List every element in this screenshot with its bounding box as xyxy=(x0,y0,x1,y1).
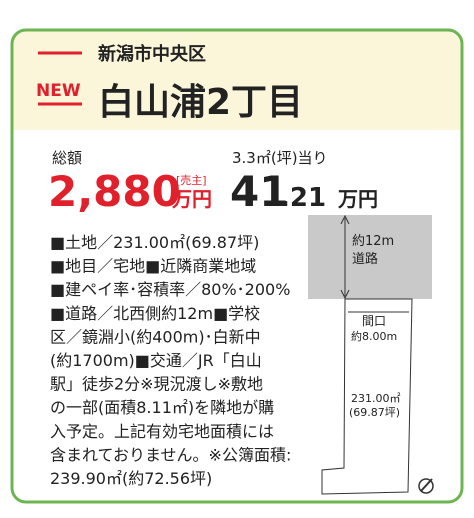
road xyxy=(308,215,432,299)
plot-area-tsubo: (69.87坪) xyxy=(349,406,400,419)
road-width: 約12m xyxy=(352,234,394,249)
arrow-heads xyxy=(340,214,350,300)
compass xyxy=(418,478,434,494)
compass-needle xyxy=(420,478,433,492)
description-line: 駅」徒歩2分※現況渡し※敷地 xyxy=(50,375,263,394)
road-label: 道路 xyxy=(352,251,378,267)
description-line: ■道路／北西側約12m■学校 xyxy=(50,304,260,323)
description-line: 入予定。上記有効宅地面積には xyxy=(50,422,274,441)
per-price-decimal: .21 xyxy=(280,183,326,213)
per-price: 41 xyxy=(230,167,288,216)
header-bg xyxy=(12,30,462,130)
total-price: 2,880 xyxy=(48,167,181,216)
description-line: ■土地／231.00㎡(69.87坪) xyxy=(50,233,259,252)
new-badge: NEW xyxy=(36,81,81,101)
seller-tag: [売主] xyxy=(176,174,207,187)
plot xyxy=(321,298,413,495)
title: 白山浦2丁目 xyxy=(98,82,303,123)
frontage-label: 間口 xyxy=(362,314,386,328)
description-line: 239.90㎡(約72.56坪) xyxy=(50,469,212,488)
description-line: ■建ペイ率･容積率／80%･200% xyxy=(50,280,290,299)
area-name: 新潟市中央区 xyxy=(98,43,206,65)
card-border xyxy=(10,28,464,504)
description-line: ■地目／宅地■近隣商業地域 xyxy=(50,257,256,276)
frontage: 約8.00m xyxy=(351,329,397,343)
description-line: (約1700m)■交通／JR「白山 xyxy=(50,351,262,370)
description: ■土地／231.00㎡(69.87坪) ■地目／宅地■近隣商業地域 ■建ペイ率･容積… xyxy=(50,233,291,488)
per-unit: 万円 xyxy=(337,187,378,211)
total-unit: 万円 xyxy=(171,187,212,211)
description-line: 含まれておりません。※公簿面積: xyxy=(50,445,291,464)
description-line: の一部(面積8.11㎡)を隣地が購 xyxy=(50,398,274,417)
description-line: 区／鏡淵小(約400m)･白新中 xyxy=(50,327,261,346)
total-label: 総額 xyxy=(52,149,82,167)
plot-area: 231.00㎡ xyxy=(351,392,401,405)
per-label: 3.3㎡(坪)当り xyxy=(232,149,328,167)
